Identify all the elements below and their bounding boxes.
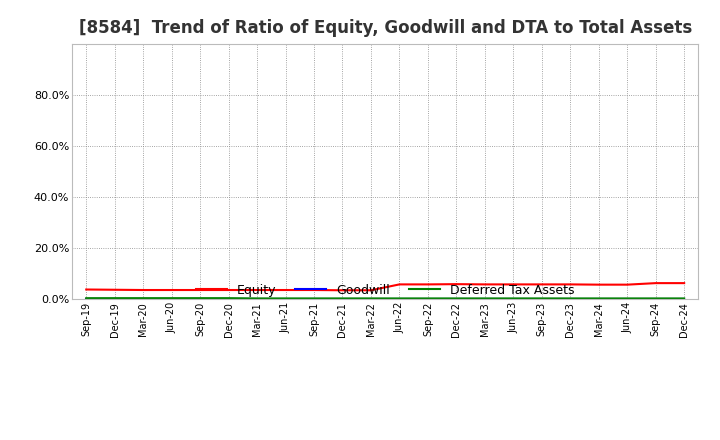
Goodwill: [509, 297, 518, 302]
Deferred Tax Assets: [196, 296, 204, 301]
Equity: [225, 287, 233, 293]
Equity: [652, 280, 660, 286]
Goodwill: [480, 297, 489, 302]
Goodwill: [282, 297, 290, 302]
Goodwill: [225, 297, 233, 302]
Equity: [595, 282, 603, 287]
Goodwill: [366, 297, 375, 302]
Goodwill: [537, 297, 546, 302]
Deferred Tax Assets: [566, 296, 575, 301]
Deferred Tax Assets: [623, 296, 631, 301]
Equity: [452, 282, 461, 287]
Equity: [110, 287, 119, 293]
Deferred Tax Assets: [537, 296, 546, 301]
Legend: Equity, Goodwill, Deferred Tax Assets: Equity, Goodwill, Deferred Tax Assets: [191, 279, 580, 302]
Goodwill: [310, 297, 318, 302]
Equity: [139, 287, 148, 293]
Equity: [509, 282, 518, 287]
Deferred Tax Assets: [366, 296, 375, 301]
Goodwill: [139, 297, 148, 302]
Equity: [623, 282, 631, 287]
Equity: [680, 280, 688, 286]
Deferred Tax Assets: [310, 296, 318, 301]
Goodwill: [110, 297, 119, 302]
Deferred Tax Assets: [167, 296, 176, 301]
Line: Equity: Equity: [86, 283, 684, 290]
Deferred Tax Assets: [395, 296, 404, 301]
Equity: [366, 288, 375, 293]
Deferred Tax Assets: [253, 296, 261, 301]
Equity: [566, 282, 575, 287]
Deferred Tax Assets: [652, 296, 660, 301]
Goodwill: [338, 297, 347, 302]
Deferred Tax Assets: [139, 296, 148, 301]
Equity: [196, 287, 204, 293]
Goodwill: [82, 297, 91, 302]
Deferred Tax Assets: [82, 296, 91, 301]
Deferred Tax Assets: [480, 296, 489, 301]
Goodwill: [595, 297, 603, 302]
Goodwill: [452, 297, 461, 302]
Goodwill: [623, 297, 631, 302]
Goodwill: [423, 297, 432, 302]
Equity: [423, 282, 432, 287]
Deferred Tax Assets: [338, 296, 347, 301]
Deferred Tax Assets: [423, 296, 432, 301]
Equity: [253, 287, 261, 293]
Deferred Tax Assets: [452, 296, 461, 301]
Deferred Tax Assets: [595, 296, 603, 301]
Equity: [82, 287, 91, 292]
Equity: [167, 287, 176, 293]
Goodwill: [680, 297, 688, 302]
Equity: [537, 282, 546, 287]
Goodwill: [566, 297, 575, 302]
Deferred Tax Assets: [509, 296, 518, 301]
Equity: [480, 282, 489, 287]
Goodwill: [253, 297, 261, 302]
Deferred Tax Assets: [225, 296, 233, 301]
Equity: [338, 288, 347, 293]
Equity: [395, 282, 404, 287]
Goodwill: [167, 297, 176, 302]
Equity: [282, 287, 290, 293]
Goodwill: [652, 297, 660, 302]
Equity: [310, 287, 318, 293]
Deferred Tax Assets: [680, 296, 688, 301]
Title: [8584]  Trend of Ratio of Equity, Goodwill and DTA to Total Assets: [8584] Trend of Ratio of Equity, Goodwil…: [78, 19, 692, 37]
Goodwill: [196, 297, 204, 302]
Deferred Tax Assets: [282, 296, 290, 301]
Goodwill: [395, 297, 404, 302]
Deferred Tax Assets: [110, 296, 119, 301]
